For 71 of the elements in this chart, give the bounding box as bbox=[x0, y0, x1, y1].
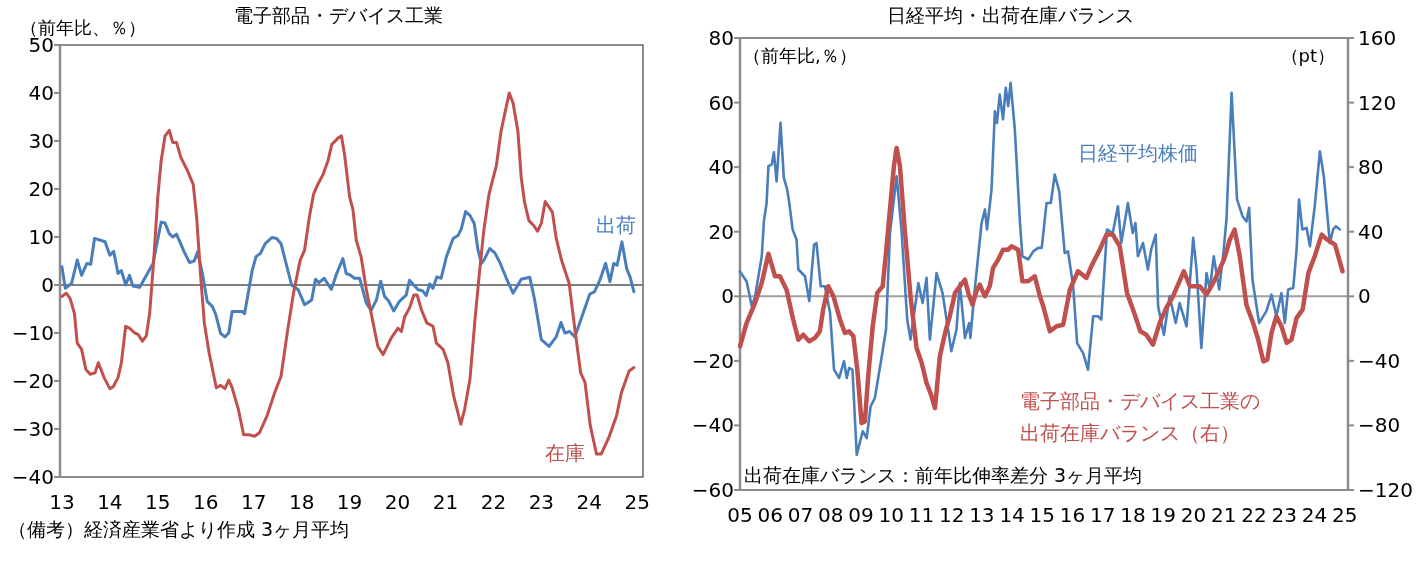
x-tick-label: 13 bbox=[49, 490, 75, 514]
y-tick-label: 10 bbox=[28, 225, 54, 249]
chart-title: 電子部品・デバイス工業 bbox=[233, 4, 443, 26]
y-tick-label: −60 bbox=[691, 478, 734, 502]
x-tick-label: 19 bbox=[1150, 503, 1176, 527]
y-tick-label: 40 bbox=[28, 81, 54, 105]
x-tick-label: 24 bbox=[576, 490, 603, 514]
line-series bbox=[738, 81, 1342, 457]
y-axis-title: （前年比,％） bbox=[743, 45, 857, 66]
x-tick-label: 16 bbox=[1059, 503, 1086, 527]
x-tick-label: 16 bbox=[193, 490, 219, 514]
series-label: 電子部品・デバイス工業の出荷在庫バランス（右） bbox=[1020, 389, 1260, 445]
x-tick-label: 10 bbox=[878, 503, 904, 527]
series-label: 在庫 bbox=[545, 441, 585, 465]
annotation: 出荷在庫バランス：前年比伸率差分 3ヶ月平均 bbox=[744, 464, 1143, 486]
x-tick-label: 20 bbox=[384, 490, 411, 514]
x-tick-label: 05 bbox=[727, 503, 753, 527]
x-tick-label: 13 bbox=[969, 503, 995, 527]
y-tick-label: 80 bbox=[708, 26, 734, 50]
x-tick-label: 08 bbox=[817, 503, 844, 527]
x-tick-label: 23 bbox=[1271, 503, 1297, 527]
x-tick-label: 12 bbox=[938, 503, 965, 527]
y-tick-label: −10 bbox=[11, 321, 54, 345]
y2-tick-label: 0 bbox=[1358, 284, 1371, 309]
text: （備考）経済産業省より作成 3ヶ月平均 bbox=[8, 518, 350, 540]
x-tick-label: 17 bbox=[1090, 503, 1116, 527]
x-tick-label: 23 bbox=[528, 490, 555, 514]
series-label: 日経平均株価 bbox=[1078, 141, 1198, 165]
y2-tick-label: −120 bbox=[1358, 478, 1413, 502]
x-tick-label: 15 bbox=[145, 490, 171, 514]
y-tick-label: 0 bbox=[41, 273, 54, 297]
y-tick-label: 60 bbox=[708, 90, 734, 115]
x-tick-label: 06 bbox=[757, 503, 783, 527]
y-tick-label: −20 bbox=[11, 369, 54, 393]
x-tick-label: 17 bbox=[240, 490, 267, 514]
x-tick-label: 21 bbox=[1211, 503, 1237, 527]
y-tick-label: −40 bbox=[11, 465, 54, 489]
x-tick-label: 09 bbox=[848, 503, 874, 527]
y2-tick-label: 80 bbox=[1358, 155, 1384, 180]
series-label: 出荷 bbox=[596, 213, 636, 237]
x-tick-label: 18 bbox=[1120, 503, 1146, 527]
y-tick-label: 0 bbox=[721, 284, 734, 309]
y-tick-label: 20 bbox=[28, 177, 54, 201]
y-tick-label: 20 bbox=[708, 219, 734, 244]
y-tick-label: 40 bbox=[708, 155, 734, 180]
x-tick-label: 15 bbox=[1029, 503, 1056, 527]
y-tick-label: −40 bbox=[691, 413, 734, 438]
x-tick-label: 19 bbox=[336, 490, 363, 514]
x-tick-label: 18 bbox=[288, 490, 315, 514]
chart-title: 日経平均・出荷在庫バランス bbox=[886, 4, 1134, 26]
x-tick-label: 21 bbox=[432, 490, 459, 514]
y-tick-label: −30 bbox=[11, 417, 54, 441]
x-tick-label: 25 bbox=[624, 490, 650, 514]
x-tick-label: 22 bbox=[1241, 503, 1267, 527]
y2-axis-title: （pt） bbox=[1280, 45, 1335, 66]
y2-tick-label: 40 bbox=[1358, 219, 1384, 244]
x-tick-label: 20 bbox=[1180, 503, 1207, 527]
y2-tick-label: 160 bbox=[1358, 26, 1397, 50]
y2-tick-label: −80 bbox=[1358, 413, 1401, 438]
x-tick-label: 07 bbox=[787, 503, 814, 527]
y-tick-label: −20 bbox=[691, 348, 734, 373]
y2-tick-label: 120 bbox=[1358, 90, 1397, 115]
y2-tick-label: −40 bbox=[1358, 348, 1401, 373]
x-tick-label: 14 bbox=[97, 490, 123, 514]
x-tick-label: 24 bbox=[1301, 503, 1328, 527]
line-series bbox=[60, 210, 636, 348]
y-tick-label: 30 bbox=[28, 129, 54, 153]
x-tick-label: 11 bbox=[908, 503, 935, 527]
x-tick-label: 25 bbox=[1331, 503, 1358, 527]
x-tick-label: 14 bbox=[999, 503, 1025, 527]
x-tick-label: 22 bbox=[480, 490, 507, 514]
